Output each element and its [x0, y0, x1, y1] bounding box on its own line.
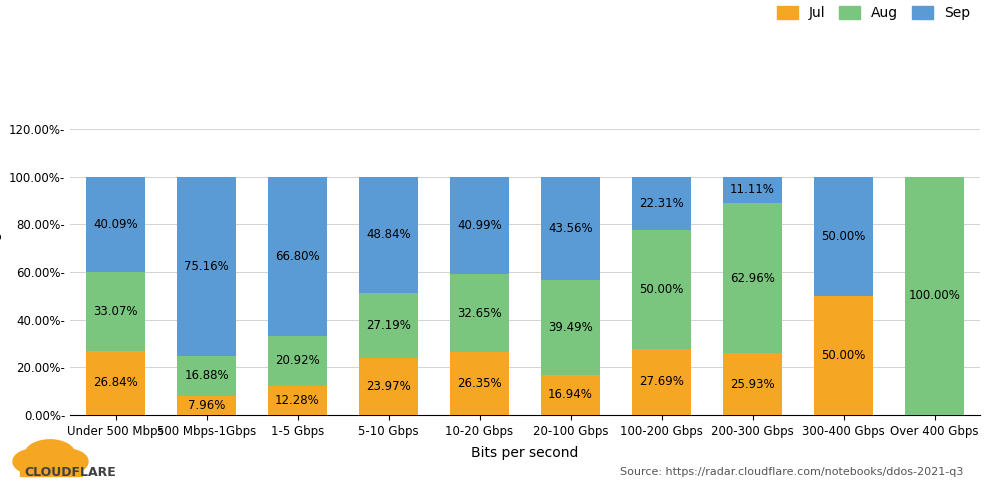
Text: 27.69%: 27.69%	[639, 376, 684, 388]
Text: 33.07%: 33.07%	[93, 305, 138, 318]
Text: 43.56%: 43.56%	[548, 222, 593, 235]
Text: 66.80%: 66.80%	[275, 250, 320, 262]
Bar	[359, 358, 418, 415]
Bar	[541, 176, 600, 281]
Bar	[359, 176, 418, 293]
Bar	[450, 274, 509, 352]
Text: 26.35%: 26.35%	[457, 377, 502, 390]
Bar	[86, 176, 145, 272]
Bar	[268, 176, 327, 336]
Text: 23.97%: 23.97%	[366, 380, 411, 393]
Text: 50.00%: 50.00%	[639, 283, 684, 296]
Text: 16.88%: 16.88%	[184, 370, 229, 382]
Bar	[814, 176, 873, 296]
Text: Network-layer DDoS attacks: Distribution of size by month: Network-layer DDoS attacks: Distribution…	[20, 38, 849, 62]
Bar	[86, 351, 145, 415]
Text: 26.84%: 26.84%	[93, 376, 138, 390]
Bar	[723, 203, 782, 353]
Bar	[268, 336, 327, 386]
Text: 12.28%: 12.28%	[275, 394, 320, 407]
Bar	[632, 230, 691, 349]
Bar	[20, 460, 82, 475]
Bar	[905, 176, 964, 415]
Ellipse shape	[25, 440, 75, 469]
Text: 22.31%: 22.31%	[639, 196, 684, 209]
Bar	[541, 374, 600, 415]
Text: 62.96%: 62.96%	[730, 272, 775, 284]
Bar	[723, 353, 782, 415]
Bar	[632, 176, 691, 230]
Text: 39.49%: 39.49%	[548, 321, 593, 334]
X-axis label: Bits per second: Bits per second	[471, 446, 579, 460]
Text: 48.84%: 48.84%	[366, 228, 411, 241]
Bar	[359, 293, 418, 358]
Text: 7.96%: 7.96%	[188, 399, 225, 412]
Text: 20.92%: 20.92%	[275, 354, 320, 368]
Legend: Jul, Aug, Sep: Jul, Aug, Sep	[774, 4, 973, 23]
Bar	[450, 176, 509, 274]
Bar	[723, 176, 782, 203]
Text: Source: https://radar.cloudflare.com/notebooks/ddos-2021-q3: Source: https://radar.cloudflare.com/not…	[620, 467, 963, 477]
Ellipse shape	[48, 449, 88, 474]
Bar	[814, 296, 873, 415]
Ellipse shape	[13, 449, 53, 474]
Bar	[541, 280, 600, 374]
Text: 32.65%: 32.65%	[457, 306, 502, 320]
Bar	[86, 272, 145, 351]
Text: 100.00%: 100.00%	[909, 290, 960, 302]
Text: 50.00%: 50.00%	[821, 230, 866, 242]
Text: 75.16%: 75.16%	[184, 260, 229, 272]
Text: 25.93%: 25.93%	[730, 378, 775, 390]
Text: 40.99%: 40.99%	[457, 219, 502, 232]
Text: 27.19%: 27.19%	[366, 319, 411, 332]
Text: 16.94%: 16.94%	[548, 388, 593, 402]
Text: 40.09%: 40.09%	[93, 218, 138, 231]
Bar	[268, 386, 327, 415]
Text: 11.11%: 11.11%	[730, 184, 775, 196]
Bar	[450, 352, 509, 415]
Bar	[177, 396, 236, 415]
Bar	[177, 176, 236, 356]
Text: CLOUDFLARE: CLOUDFLARE	[24, 466, 116, 478]
Bar	[177, 356, 236, 396]
Wedge shape	[641, 45, 1000, 76]
Bar	[632, 349, 691, 415]
Text: 50.00%: 50.00%	[821, 349, 866, 362]
